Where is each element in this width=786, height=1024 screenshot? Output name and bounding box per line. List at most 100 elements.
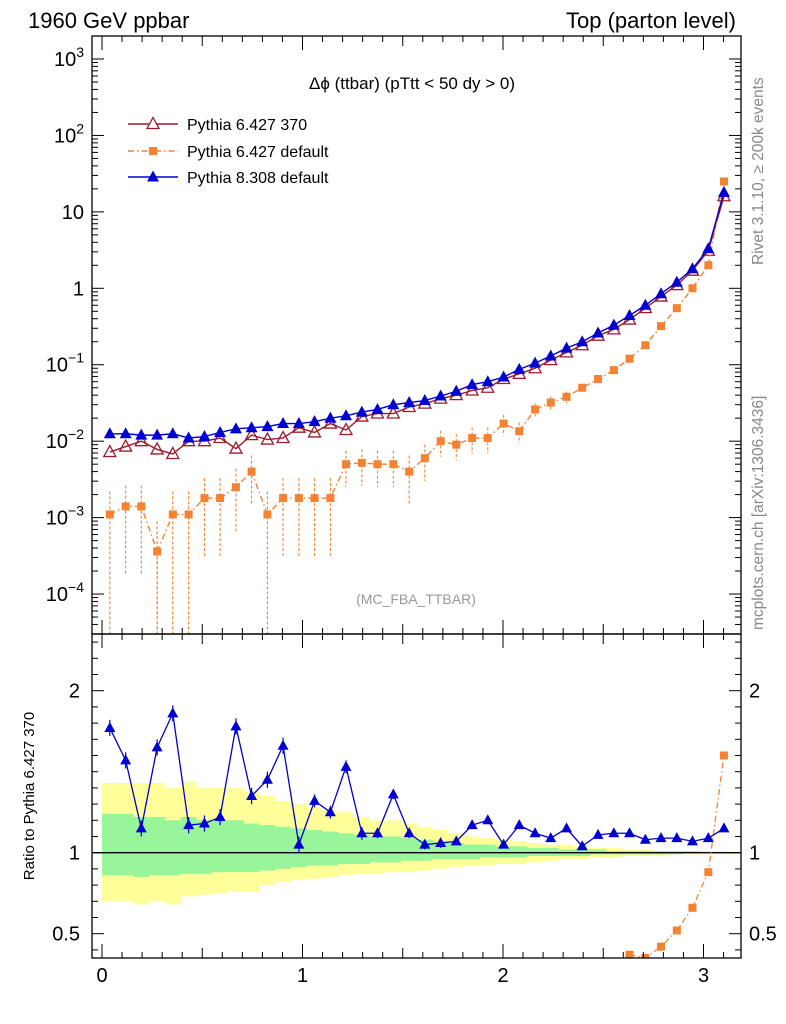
ratio-point-pythia6-default bbox=[641, 954, 650, 958]
ratio-plot-area bbox=[92, 705, 741, 958]
point-pythia-6-427-370 bbox=[260, 431, 275, 445]
ratio-point-pythia8 bbox=[387, 788, 399, 799]
ytick-label-ratio-left: 2 bbox=[69, 681, 80, 703]
ratio-point-pythia8 bbox=[183, 819, 195, 830]
ratio-ylabel: Ratio to Pythia 6.427 370 bbox=[21, 712, 38, 880]
legend-label-pythia-6-427-default: Pythia 6.427 default bbox=[187, 144, 329, 161]
plot-title: Δϕ (ttbar) (pTtt < 50 dy > 0) bbox=[309, 74, 515, 93]
line-pythia-6-427-default bbox=[109, 181, 725, 554]
main-plot-area bbox=[102, 177, 732, 634]
point-pythia-6-427-370 bbox=[338, 422, 354, 436]
point-pythia-8-308-default bbox=[607, 318, 620, 330]
point-pythia-8-308-default bbox=[481, 375, 494, 387]
ratio-point-pythia8 bbox=[718, 822, 730, 833]
ratio-point-pythia8 bbox=[419, 838, 431, 849]
point-pythia-6-427-default bbox=[357, 458, 366, 467]
ytick-label-main: 10−1 bbox=[46, 350, 84, 377]
point-pythia-6-427-default bbox=[672, 304, 681, 313]
point-pythia-8-308-default bbox=[182, 431, 195, 443]
ratio-point-pythia8 bbox=[371, 827, 383, 838]
xtick-label: 3 bbox=[698, 965, 709, 987]
point-pythia-6-427-default bbox=[562, 392, 571, 401]
point-pythia-6-427-370 bbox=[165, 446, 180, 460]
point-pythia-8-308-default bbox=[229, 422, 242, 434]
point-pythia-6-427-default bbox=[499, 419, 508, 428]
ratio-point-pythia8 bbox=[655, 832, 667, 843]
ratio-point-pythia8 bbox=[151, 741, 163, 752]
point-pythia-8-308-default bbox=[403, 396, 416, 408]
point-pythia-8-308-default bbox=[308, 415, 321, 427]
ratio-point-pythia8 bbox=[450, 835, 462, 846]
point-pythia-8-308-default bbox=[151, 428, 164, 440]
point-pythia-6-427-370 bbox=[275, 430, 291, 444]
point-pythia-6-427-default bbox=[310, 494, 319, 503]
point-pythia-6-427-default bbox=[342, 460, 351, 469]
point-pythia-8-308-default bbox=[576, 335, 589, 347]
ytick-label-main: 10 bbox=[62, 202, 84, 224]
point-pythia-8-308-default bbox=[702, 242, 715, 254]
ratio-point-pythia6-default bbox=[704, 868, 713, 877]
point-pythia-8-308-default bbox=[450, 384, 463, 396]
ratio-point-pythia8 bbox=[592, 828, 604, 839]
ratio-line-pythia8 bbox=[109, 711, 725, 848]
point-pythia-6-427-370 bbox=[228, 440, 244, 454]
ratio-point-pythia8 bbox=[435, 836, 447, 847]
ratio-point-pythia6-default bbox=[672, 926, 681, 935]
ratio-point-pythia8 bbox=[403, 827, 415, 838]
ratio-point-pythia8 bbox=[167, 707, 179, 718]
point-pythia-6-427-default bbox=[231, 483, 240, 492]
point-pythia-8-308-default bbox=[654, 287, 667, 299]
ratio-point-pythia8 bbox=[356, 827, 368, 838]
ratio-point-pythia8 bbox=[513, 819, 525, 830]
ratio-point-pythia8 bbox=[293, 838, 305, 849]
ratio-point-pythia8 bbox=[230, 720, 242, 731]
legend-label-pythia-8-308-default: Pythia 8.308 default bbox=[187, 170, 329, 187]
xtick-label: 1 bbox=[297, 965, 308, 987]
ratio-point-pythia6-default bbox=[625, 950, 634, 958]
ytick-label-ratio-left: 1 bbox=[69, 843, 80, 865]
point-pythia-6-427-default bbox=[389, 460, 398, 469]
point-pythia-6-427-370 bbox=[244, 427, 259, 441]
point-pythia-6-427-default bbox=[216, 494, 225, 503]
point-pythia-8-308-default bbox=[513, 362, 526, 374]
point-pythia-8-308-default bbox=[434, 389, 447, 401]
ratio-point-pythia8 bbox=[466, 819, 478, 830]
point-pythia-6-427-default bbox=[420, 454, 429, 463]
point-pythia-8-308-default bbox=[544, 349, 557, 361]
point-pythia-8-308-default bbox=[261, 420, 274, 432]
point-pythia-8-308-default bbox=[466, 378, 479, 390]
point-pythia-6-427-default bbox=[168, 510, 177, 519]
point-pythia-8-308-default bbox=[245, 421, 258, 433]
ytick-label-main: 103 bbox=[54, 44, 84, 71]
ytick-label-main: 10−3 bbox=[46, 503, 84, 530]
point-pythia-6-427-default bbox=[373, 460, 382, 469]
ratio-point-pythia6-default bbox=[656, 942, 665, 951]
point-pythia-6-427-370 bbox=[102, 444, 117, 458]
point-pythia-6-427-default bbox=[688, 284, 697, 293]
header-right: Top (parton level) bbox=[566, 8, 736, 33]
ratio-point-pythia8 bbox=[624, 827, 636, 838]
point-pythia-6-427-default bbox=[609, 366, 618, 375]
point-pythia-6-427-default bbox=[105, 510, 114, 519]
legend-marker-pythia-6-427-370 bbox=[145, 116, 161, 130]
point-pythia-6-427-370 bbox=[307, 424, 322, 438]
ytick-label-ratio-left: 0.5 bbox=[52, 924, 80, 946]
point-pythia-6-427-default bbox=[326, 494, 335, 503]
ratio-point-pythia8 bbox=[529, 827, 541, 838]
ratio-point-pythia8 bbox=[561, 822, 573, 833]
point-pythia-6-427-370 bbox=[480, 379, 495, 393]
rivet-label: Rivet 3.1.10, ≥ 200k events bbox=[750, 77, 767, 265]
point-pythia-8-308-default bbox=[387, 398, 400, 410]
point-pythia-8-308-default bbox=[371, 402, 384, 414]
point-pythia-6-427-370 bbox=[386, 405, 401, 419]
ratio-point-pythia8 bbox=[135, 822, 147, 833]
point-pythia-8-308-default bbox=[135, 428, 148, 440]
point-pythia-6-427-default bbox=[656, 322, 665, 331]
ratio-point-pythia8 bbox=[545, 832, 557, 843]
ratio-point-pythia8 bbox=[671, 832, 683, 843]
point-pythia-6-427-370 bbox=[212, 430, 228, 444]
ratio-point-pythia8 bbox=[214, 811, 226, 822]
point-pythia-6-427-default bbox=[294, 494, 303, 503]
ratio-point-pythia8 bbox=[309, 794, 321, 805]
